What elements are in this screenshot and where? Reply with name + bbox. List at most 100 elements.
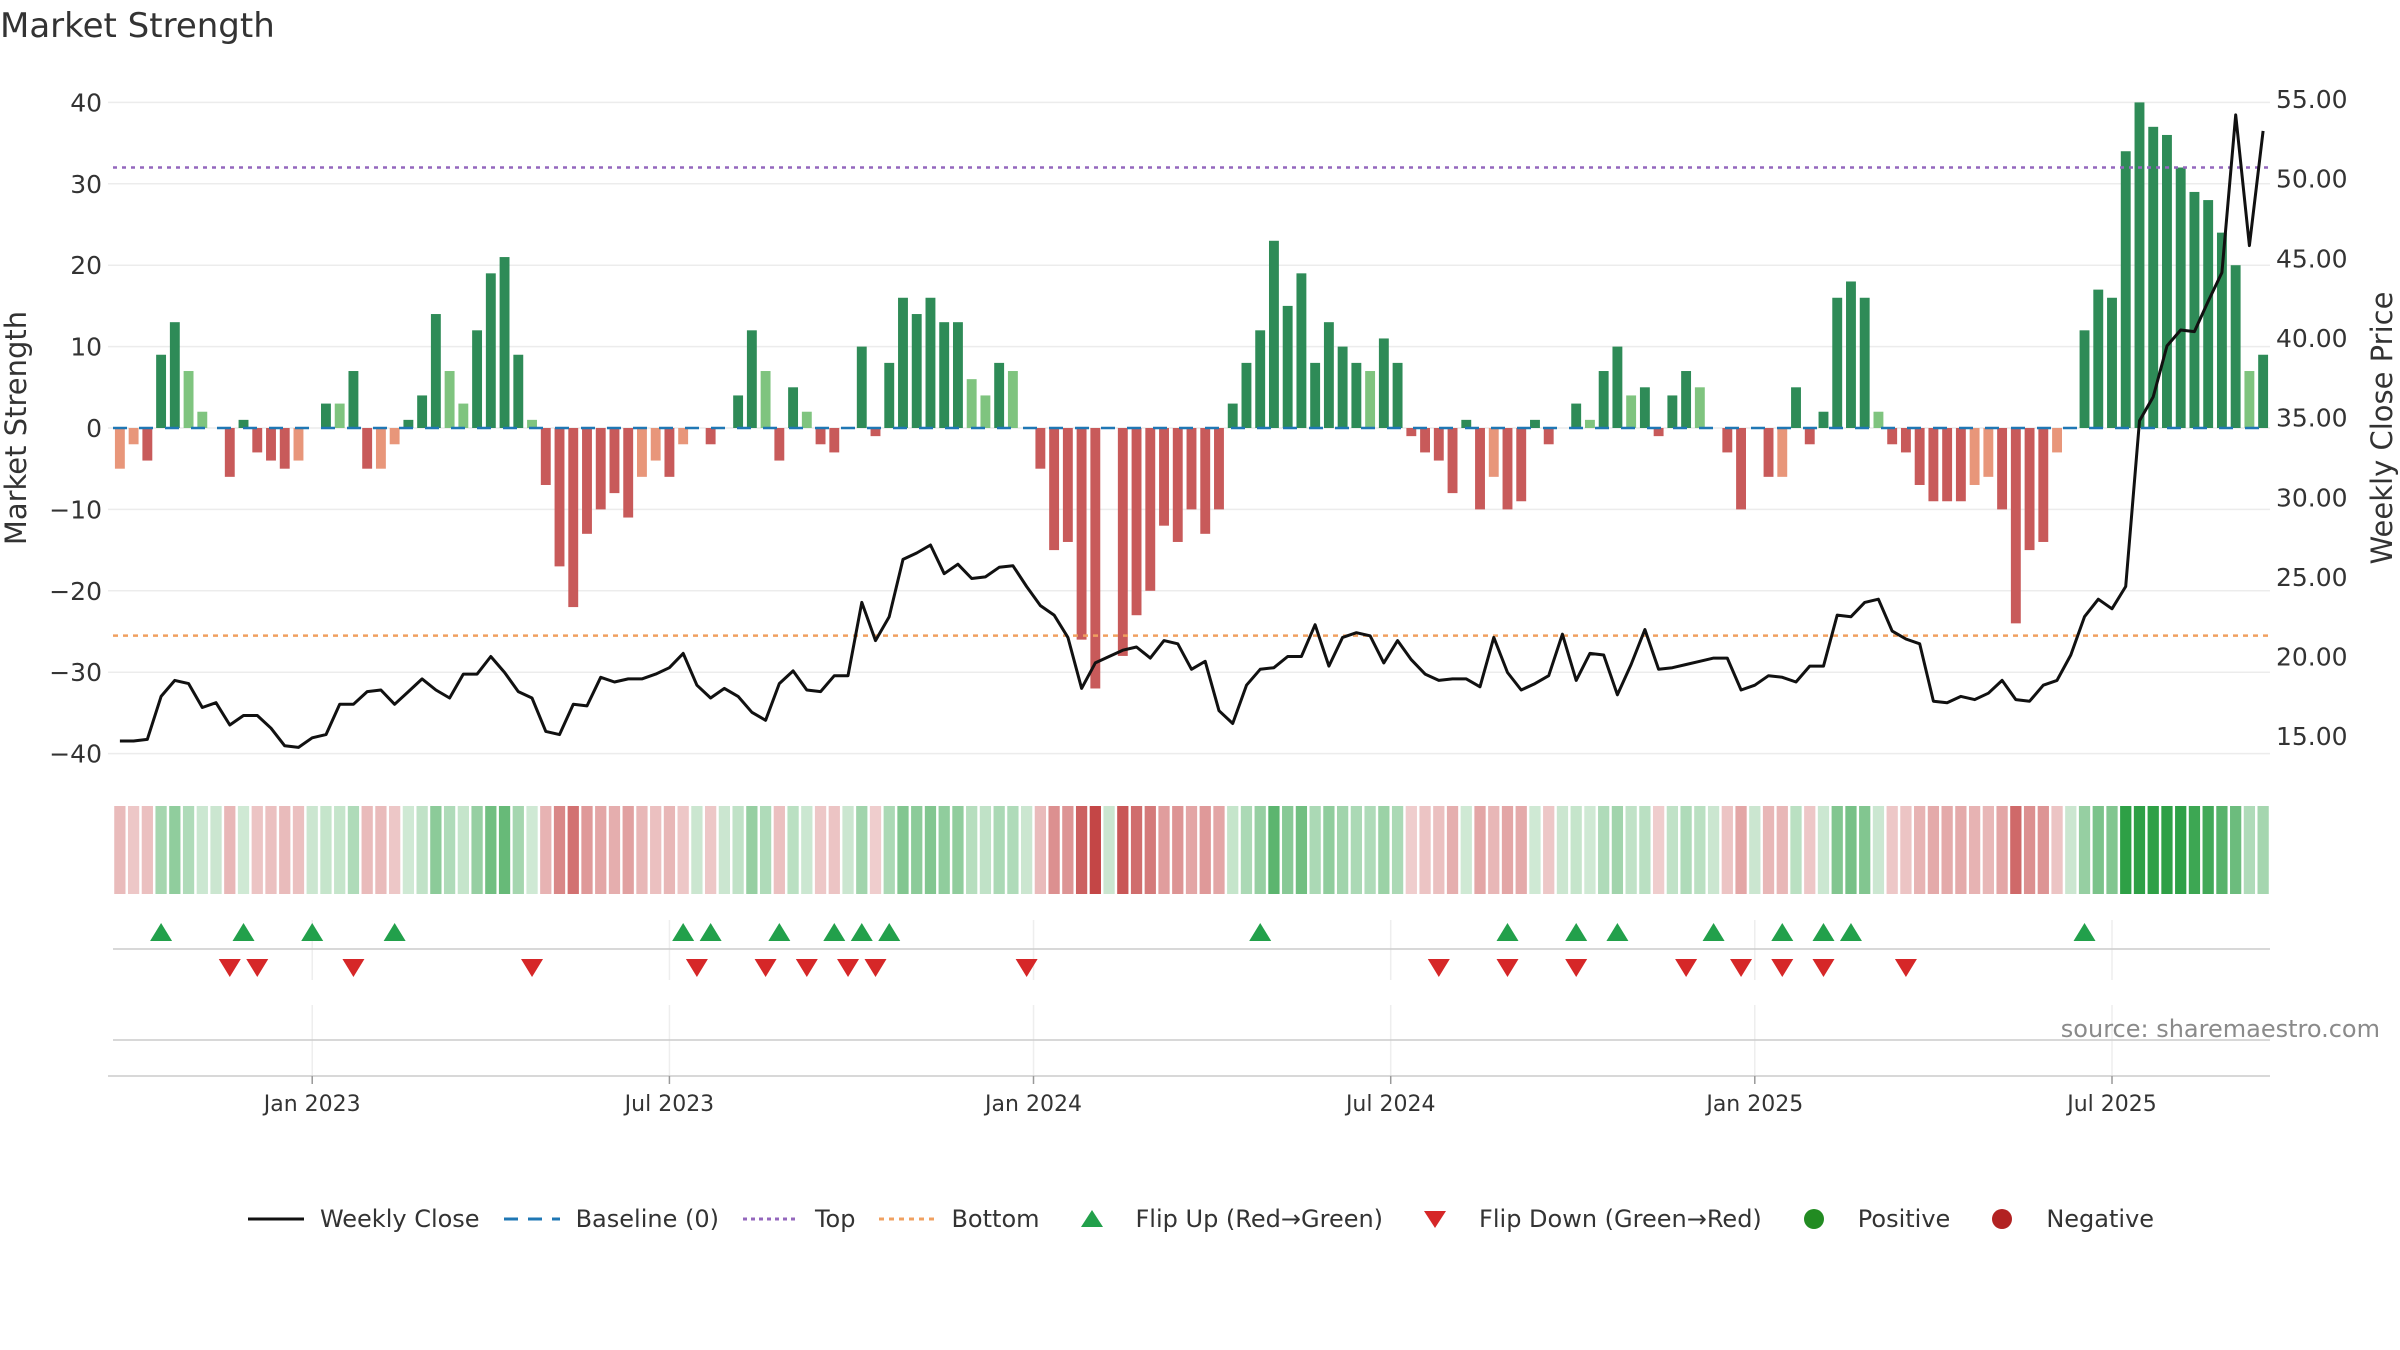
flip-down-marker — [521, 959, 544, 977]
heatmap-cell — [1721, 806, 1733, 894]
heatmap-cell — [196, 806, 208, 894]
heatmap-cell — [1295, 806, 1308, 894]
legend-label: Bottom — [951, 1205, 1040, 1233]
strength-bar — [1681, 371, 1692, 428]
x-tick-label: Jul 2023 — [623, 1092, 715, 1117]
strength-bar — [595, 428, 606, 510]
strength-bar — [788, 387, 799, 428]
source-note: source: sharemaestro.com — [2060, 1015, 2380, 1043]
heatmap-cell — [718, 806, 731, 894]
strength-bar — [238, 419, 249, 428]
flip-up-marker — [878, 923, 901, 941]
heatmap-cell — [746, 806, 758, 894]
heatmap-cell — [2175, 806, 2187, 894]
strength-bar — [499, 257, 510, 428]
strength-bar — [1131, 428, 1142, 616]
flip-down-marker — [218, 959, 241, 977]
heatmap-cell — [1350, 806, 1362, 894]
strength-bar — [114, 428, 125, 469]
heatmap-strip — [114, 806, 2269, 894]
y-tick-label: 30 — [70, 170, 102, 199]
strength-bar — [705, 428, 716, 445]
heatmap-cell — [182, 806, 195, 894]
heatmap-cell — [292, 806, 305, 894]
strength-bar — [2010, 428, 2021, 624]
strength-bar — [472, 330, 483, 428]
heatmap-cell — [705, 806, 717, 894]
strength-bar — [252, 428, 263, 453]
strength-bar — [1584, 419, 1595, 428]
strength-bar — [513, 354, 524, 428]
y-tick-label: −40 — [49, 740, 102, 769]
strength-bar — [980, 395, 991, 428]
heatmap-cell — [1556, 806, 1569, 894]
strength-bar — [1502, 428, 1513, 510]
heatmap-cell — [361, 806, 373, 894]
heatmap-cell — [856, 806, 868, 894]
x-tick-label: Jan 2025 — [1704, 1092, 1803, 1117]
strength-bar — [2189, 191, 2200, 428]
strength-bar — [128, 428, 139, 445]
legend-item-close: Weekly Close — [246, 1205, 480, 1233]
heatmap-cell — [2078, 806, 2091, 894]
strength-bar — [2093, 289, 2104, 428]
strength-bar — [444, 371, 455, 428]
heatmap-cell — [952, 806, 964, 894]
heatmap-cell — [2202, 806, 2214, 894]
strength-bar — [1928, 428, 1939, 502]
strength-bar — [2134, 102, 2145, 429]
strength-bar — [197, 411, 208, 428]
flip-up-marker — [672, 923, 695, 941]
heatmap-cell — [553, 806, 566, 894]
strength-bar — [293, 428, 304, 461]
heatmap-cell — [979, 806, 992, 894]
y-tick-label: −10 — [49, 495, 102, 524]
heatmap-cell — [1282, 806, 1294, 894]
strength-bar — [801, 411, 812, 428]
heatmap-cell — [1941, 806, 1953, 894]
strength-bar — [1530, 419, 1540, 428]
heatmap-cell — [2092, 806, 2104, 894]
strength-bar — [898, 297, 908, 428]
strength-bar — [1406, 428, 1417, 437]
flip-up-marker — [1496, 923, 1519, 941]
strength-bar — [1296, 273, 1307, 428]
heatmap-cell — [1598, 806, 1610, 894]
heatmap-cell — [2161, 806, 2173, 894]
weekly-close-path — [119, 113, 2265, 749]
heatmap-cell — [1776, 806, 1788, 894]
heatmap-cell — [430, 806, 442, 894]
strength-bar — [266, 428, 276, 461]
heatmap-cell — [2037, 806, 2049, 894]
strength-bar — [279, 428, 290, 469]
heatmap-cell — [251, 806, 263, 894]
legend-label: Weekly Close — [319, 1205, 480, 1233]
y2-tick-label: 45.00 — [2276, 244, 2348, 273]
heatmap-cell — [2257, 806, 2269, 894]
heatmap-cell — [911, 806, 923, 894]
strength-bar — [1007, 371, 1018, 428]
strength-bar — [636, 428, 647, 477]
legend-item-positive: Positive — [1784, 1205, 1950, 1233]
legend-swatch-negative — [1972, 1205, 2032, 1233]
heatmap-cell — [1419, 806, 1431, 894]
flip-up-marker — [768, 923, 791, 941]
strength-bar — [2258, 354, 2269, 428]
flip-up-marker — [1606, 923, 1629, 941]
heatmap-cell — [2188, 806, 2201, 894]
flip-up-marker — [823, 923, 846, 941]
strength-bar — [952, 322, 963, 428]
strength-bar — [2216, 232, 2227, 428]
heatmap-cell — [1021, 806, 1033, 894]
heatmap-cell — [1694, 806, 1706, 894]
heatmap-cell — [1117, 806, 1129, 894]
legend-label: Top — [814, 1205, 856, 1233]
chart-title: Market Strength — [0, 6, 275, 46]
strength-bar — [568, 428, 579, 608]
heatmap-cell — [677, 806, 689, 894]
strength-bar — [1626, 395, 1637, 428]
heatmap-cell — [279, 806, 291, 894]
heatmap-cell — [773, 806, 785, 894]
strength-bar — [623, 428, 634, 518]
legend-item-flip-up: Flip Up (Red→Green) — [1062, 1205, 1383, 1233]
